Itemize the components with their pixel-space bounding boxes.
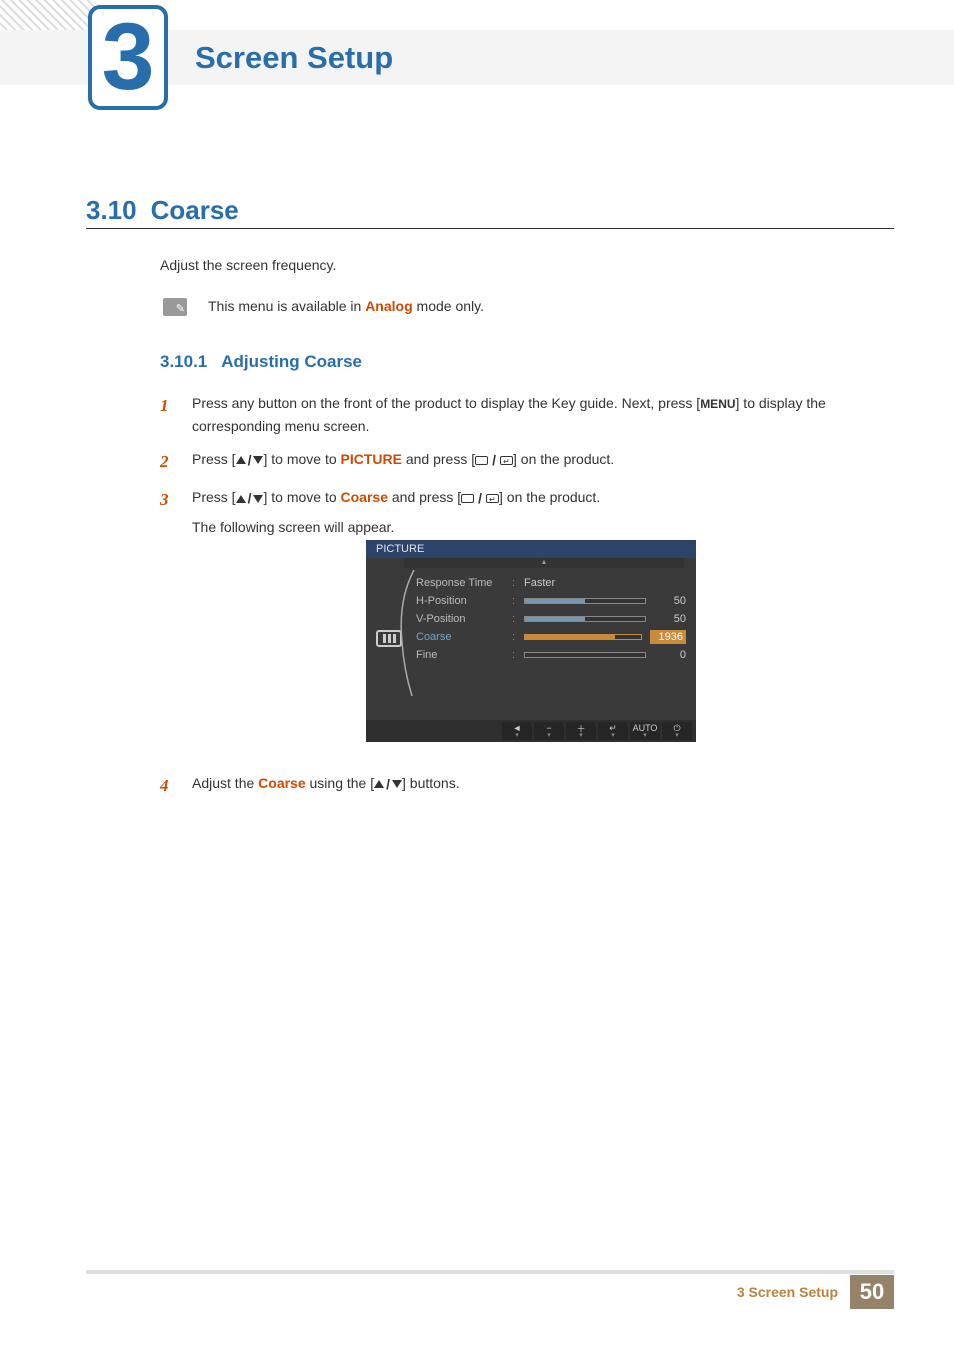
step-body: Press [/] to move to Coarse and press [/…	[192, 486, 894, 539]
osd-row-value: 0	[654, 649, 686, 661]
following-text: The following screen will appear.	[192, 516, 894, 539]
section-title: Coarse	[151, 195, 239, 225]
subsection-heading: 3.10.1 Adjusting Coarse	[160, 352, 362, 372]
osd-slider	[524, 652, 646, 658]
osd-curve-decoration	[400, 570, 418, 696]
osd-row-value: 50	[654, 595, 686, 607]
osd-nav-button: ⏻▾	[662, 722, 692, 740]
source-enter-icon: /	[461, 487, 499, 510]
step-number: 3	[160, 486, 192, 539]
step-2: 2 Press [/] to move to PICTURE and press…	[160, 448, 894, 476]
step-body: Press any button on the front of the pro…	[192, 392, 894, 438]
osd-row: V-Position:50	[416, 610, 686, 628]
osd-row: Response Time:Faster	[416, 574, 686, 592]
source-enter-icon: /	[475, 449, 513, 472]
osd-row: Fine:0	[416, 646, 686, 664]
chapter-number: 3	[102, 10, 155, 105]
section-number: 3.10	[86, 195, 137, 225]
step-body: Press [/] to move to PICTURE and press […	[192, 448, 894, 476]
osd-row: Coarse:1936	[416, 628, 686, 646]
osd-nav-button: ↵▾	[598, 722, 628, 740]
osd-panel: PICTURE ▲ Response Time:FasterH-Position…	[366, 540, 696, 742]
step-body: Adjust the Coarse using the [/] buttons.	[192, 772, 894, 800]
picture-category-icon	[376, 630, 402, 647]
osd-row-label: Coarse	[416, 631, 512, 643]
steps-list: 1 Press any button on the front of the p…	[160, 392, 894, 549]
osd-slider	[524, 634, 642, 640]
up-down-icon: /	[374, 773, 402, 796]
osd-slider	[524, 598, 646, 604]
osd-list: Response Time:FasterH-Position:50V-Posit…	[416, 568, 696, 698]
osd-row-label: Response Time	[416, 577, 512, 589]
step-1: 1 Press any button on the front of the p…	[160, 392, 894, 438]
osd-button-bar: ◄▾−▾＋▾↵▾AUTO▾⏻▾	[366, 720, 696, 742]
osd-nav-button: ◄▾	[502, 722, 532, 740]
note-post: mode only.	[413, 298, 484, 314]
page-footer: 3 Screen Setup 50	[86, 1270, 894, 1310]
osd-row-value: Faster	[524, 577, 555, 589]
intro-text: Adjust the screen frequency.	[160, 255, 874, 276]
subsection-number: 3.10.1	[160, 352, 207, 371]
footer-page-number: 50	[850, 1275, 894, 1309]
highlight-coarse: Coarse	[258, 775, 305, 791]
chapter-title: Screen Setup	[195, 40, 393, 76]
section-divider	[86, 228, 894, 229]
step-4: 4 Adjust the Coarse using the [/] button…	[160, 772, 894, 810]
osd-slider	[524, 616, 646, 622]
note-highlight: Analog	[365, 298, 412, 314]
chapter-badge: 3	[88, 5, 168, 110]
osd-nav-button: −▾	[534, 722, 564, 740]
menu-keyword: MENU	[700, 397, 735, 411]
osd-row: H-Position:50	[416, 592, 686, 610]
osd-title: PICTURE	[366, 540, 696, 558]
footer-title: 3 Screen Setup	[737, 1284, 838, 1300]
highlight-picture: PICTURE	[341, 451, 402, 467]
section-heading: 3.10 Coarse	[86, 195, 239, 226]
up-down-icon: /	[236, 449, 264, 472]
step-number: 4	[160, 772, 192, 800]
step-number: 1	[160, 392, 192, 438]
step-number: 2	[160, 448, 192, 476]
osd-row-value: 1936	[650, 630, 686, 644]
osd-nav-button: ＋▾	[566, 722, 596, 740]
osd-scroll-up: ▲	[404, 558, 684, 568]
subsection-title: Adjusting Coarse	[221, 352, 362, 371]
note-text: This menu is available in Analog mode on…	[208, 298, 484, 314]
osd-row-label: V-Position	[416, 613, 512, 625]
note-pre: This menu is available in	[208, 298, 365, 314]
osd-row-label: Fine	[416, 649, 512, 661]
up-down-icon: /	[236, 487, 264, 510]
osd-sidebar	[366, 568, 416, 698]
highlight-coarse: Coarse	[341, 489, 388, 505]
osd-nav-button: AUTO▾	[630, 722, 660, 740]
osd-row-value: 50	[654, 613, 686, 625]
osd-row-label: H-Position	[416, 595, 512, 607]
note-icon: ✎	[163, 298, 187, 316]
step-3: 3 Press [/] to move to Coarse and press …	[160, 486, 894, 539]
